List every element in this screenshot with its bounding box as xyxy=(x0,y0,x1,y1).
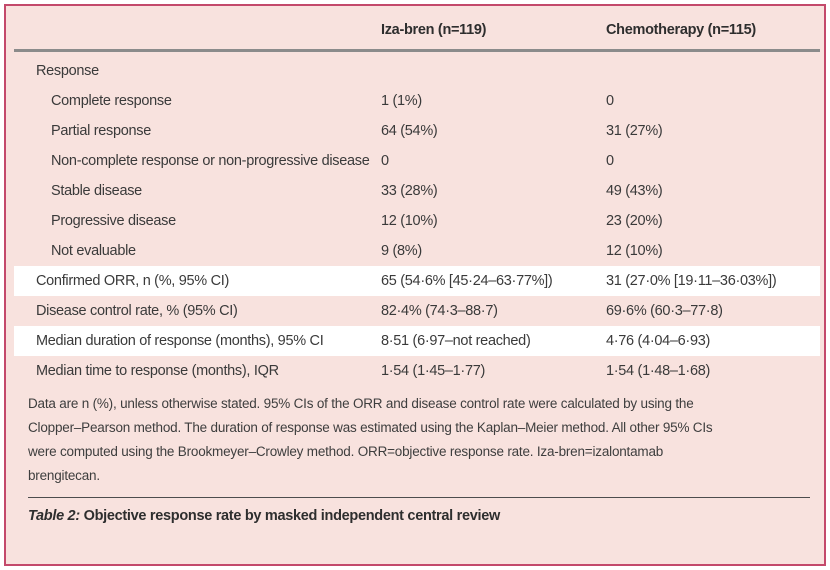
iza-bren-value: 12 (10%) xyxy=(381,213,438,229)
table-row: Not evaluable 9 (8%) 12 (10%) xyxy=(14,236,820,266)
iza-bren-value: 64 (54%) xyxy=(381,123,438,139)
table-caption-number: Table 2: xyxy=(28,508,80,524)
table-row: Median duration of response (months), 95… xyxy=(14,326,820,356)
row-label: Non-complete response or non-progressive… xyxy=(51,153,370,169)
chemotherapy-value: 12 (10%) xyxy=(606,243,663,259)
chemotherapy-value: 4·76 (4·04–6·93) xyxy=(606,326,820,356)
chemotherapy-value: 31 (27%) xyxy=(606,123,663,139)
row-label: Confirmed ORR, n (%, 95% CI) xyxy=(14,266,381,296)
chemotherapy-value: 49 (43%) xyxy=(606,183,663,199)
table-figure: Iza-bren (n=119) Chemotherapy (n=115) Re… xyxy=(4,4,826,566)
row-label: Stable disease xyxy=(51,183,142,199)
table-caption-text: Objective response rate by masked indepe… xyxy=(79,508,501,524)
table-row: Disease control rate, % (95% CI) 82·4% (7… xyxy=(14,296,820,326)
table-footnote: Data are n (%), unless otherwise stated.… xyxy=(28,396,713,483)
chemotherapy-value: 1·54 (1·48–1·68) xyxy=(606,363,711,379)
table-row: Complete response 1 (1%) 0 xyxy=(14,86,820,116)
response-rate-table: Iza-bren (n=119) Chemotherapy (n=115) Re… xyxy=(14,6,820,386)
iza-bren-value: 65 (54·6% [45·24–63·77%]) xyxy=(381,266,606,296)
table-row: Progressive disease 12 (10%) 23 (20%) xyxy=(14,206,820,236)
table-row: Partial response 64 (54%) 31 (27%) xyxy=(14,116,820,146)
row-label: Response xyxy=(36,63,99,79)
iza-bren-value: 82·4% (74·3–88·7) xyxy=(381,303,498,319)
column-header-empty xyxy=(14,6,381,52)
column-header-iza-bren: Iza-bren (n=119) xyxy=(381,6,606,52)
row-label: Not evaluable xyxy=(51,243,136,259)
table-body: Response Complete response 1 (1%) 0 Partial … xyxy=(14,51,820,387)
chemotherapy-value: 31 (27·0% [19·11–36·03%]) xyxy=(606,266,820,296)
row-label: Median duration of response (months), 95… xyxy=(14,326,381,356)
table-row: Stable disease 33 (28%) 49 (43%) xyxy=(14,176,820,206)
iza-bren-value: 1 (1%) xyxy=(381,93,422,109)
table-row: Non-complete response or non-progressive… xyxy=(14,146,820,176)
chemotherapy-value: 0 xyxy=(606,93,614,109)
caption-divider xyxy=(28,497,810,498)
column-header-chemotherapy: Chemotherapy (n=115) xyxy=(606,6,820,52)
chemotherapy-value: 0 xyxy=(606,153,614,169)
row-label: Median time to response (months), IQR xyxy=(36,363,279,379)
header-row: Iza-bren (n=119) Chemotherapy (n=115) xyxy=(14,6,820,52)
row-label: Complete response xyxy=(51,93,172,109)
iza-bren-value: 8·51 (6·97–not reached) xyxy=(381,326,606,356)
table-header: Iza-bren (n=119) Chemotherapy (n=115) xyxy=(14,6,820,52)
row-label: Partial response xyxy=(51,123,151,139)
iza-bren-value: 9 (8%) xyxy=(381,243,422,259)
iza-bren-value: 0 xyxy=(381,153,389,169)
chemotherapy-value xyxy=(606,51,820,87)
table-row: Median time to response (months), IQR 1·5… xyxy=(14,356,820,386)
chemotherapy-value: 69·6% (60·3–77·8) xyxy=(606,303,723,319)
iza-bren-value xyxy=(381,51,606,87)
table-row: Confirmed ORR, n (%, 95% CI) 65 (54·6% [4… xyxy=(14,266,820,296)
chemotherapy-value: 23 (20%) xyxy=(606,213,663,229)
row-label: Progressive disease xyxy=(51,213,176,229)
iza-bren-value: 33 (28%) xyxy=(381,183,438,199)
row-label: Disease control rate, % (95% CI) xyxy=(36,303,238,319)
table-caption: Table 2: Objective response rate by mask… xyxy=(14,508,816,524)
table-row: Response xyxy=(14,51,820,87)
iza-bren-value: 1·54 (1·45–1·77) xyxy=(381,363,486,379)
